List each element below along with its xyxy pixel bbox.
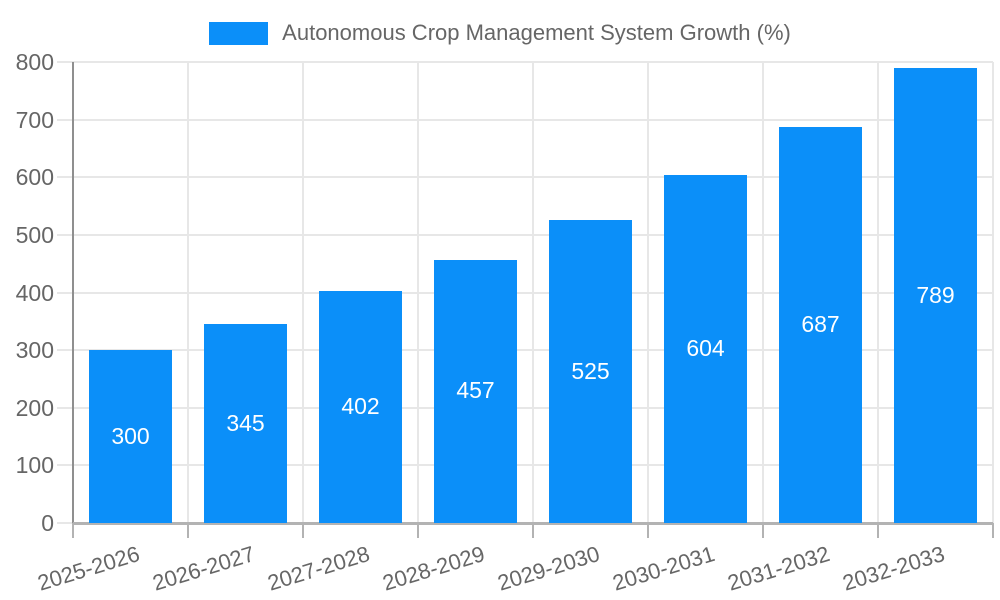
x-gridline (302, 62, 304, 523)
x-axis-line (73, 522, 993, 525)
bar-value-label: 687 (801, 311, 840, 338)
bar-value-label: 345 (226, 409, 265, 436)
x-tick-mark (762, 523, 764, 538)
y-tick-mark (57, 118, 73, 121)
y-tick-mark (57, 291, 73, 294)
x-tick-mark (417, 523, 419, 538)
x-axis-tick-label: 2032-2033 (839, 541, 948, 596)
y-axis-tick-label: 200 (15, 394, 54, 421)
legend[interactable]: Autonomous Crop Management System Growth… (0, 19, 1000, 47)
bar-2029-2030 (549, 220, 632, 523)
x-tick-mark (877, 523, 879, 538)
x-axis-tick-label: 2031-2032 (724, 541, 833, 596)
bar-2027-2028 (319, 291, 402, 523)
y-tick-mark (57, 349, 73, 352)
bar-2026-2027 (204, 324, 287, 523)
y-tick-mark (57, 233, 73, 236)
y-axis-tick-label: 300 (15, 337, 54, 364)
x-axis-tick-label: 2025-2026 (34, 541, 143, 596)
bar-2032-2033 (894, 68, 977, 523)
y-axis-tick-label: 700 (15, 106, 54, 133)
bar-value-label: 402 (341, 393, 380, 420)
y-axis-tick-label: 0 (41, 510, 54, 536)
x-gridline (992, 62, 994, 523)
x-tick-mark (72, 523, 74, 538)
x-tick-mark (992, 523, 994, 538)
x-gridline (417, 62, 419, 523)
x-axis-tick-label: 2028-2029 (379, 541, 488, 596)
bar-value-label: 525 (571, 357, 610, 384)
y-axis-tick-label: 100 (15, 452, 54, 479)
x-axis-tick-label: 2026-2027 (149, 541, 258, 596)
bar-2025-2026 (89, 350, 172, 523)
x-tick-mark (647, 523, 649, 538)
x-axis-tick-label: 2030-2031 (609, 541, 718, 596)
y-tick-mark (57, 406, 73, 409)
y-axis-tick-label: 800 (15, 49, 54, 75)
x-tick-mark (532, 523, 534, 538)
x-gridline (647, 62, 649, 523)
y-axis-line (72, 62, 74, 523)
bar-value-label: 789 (916, 281, 955, 308)
x-gridline (532, 62, 534, 523)
y-tick-mark (57, 464, 73, 467)
x-gridline (762, 62, 764, 523)
y-axis-tick-label: 400 (15, 279, 54, 306)
y-tick-mark (57, 522, 73, 524)
bar-2031-2032 (779, 127, 862, 523)
x-gridline (187, 62, 189, 523)
y-tick-mark (57, 61, 73, 63)
x-axis-tick-label: 2029-2030 (494, 541, 603, 596)
bar-2030-2031 (664, 174, 747, 523)
bar-value-label: 300 (111, 422, 150, 449)
bar-2028-2029 (434, 259, 517, 523)
legend-label: Autonomous Crop Management System Growth… (282, 20, 791, 45)
legend-swatch (209, 21, 269, 45)
x-tick-mark (187, 523, 189, 538)
x-gridline (877, 62, 879, 523)
y-tick-mark (57, 176, 73, 179)
bar-value-label: 604 (686, 334, 725, 361)
x-axis-tick-label: 2027-2028 (264, 541, 373, 596)
x-tick-mark (302, 523, 304, 538)
y-axis-tick-label: 600 (15, 164, 54, 191)
y-axis-tick-label: 500 (15, 221, 54, 248)
bar-value-label: 457 (456, 377, 495, 404)
